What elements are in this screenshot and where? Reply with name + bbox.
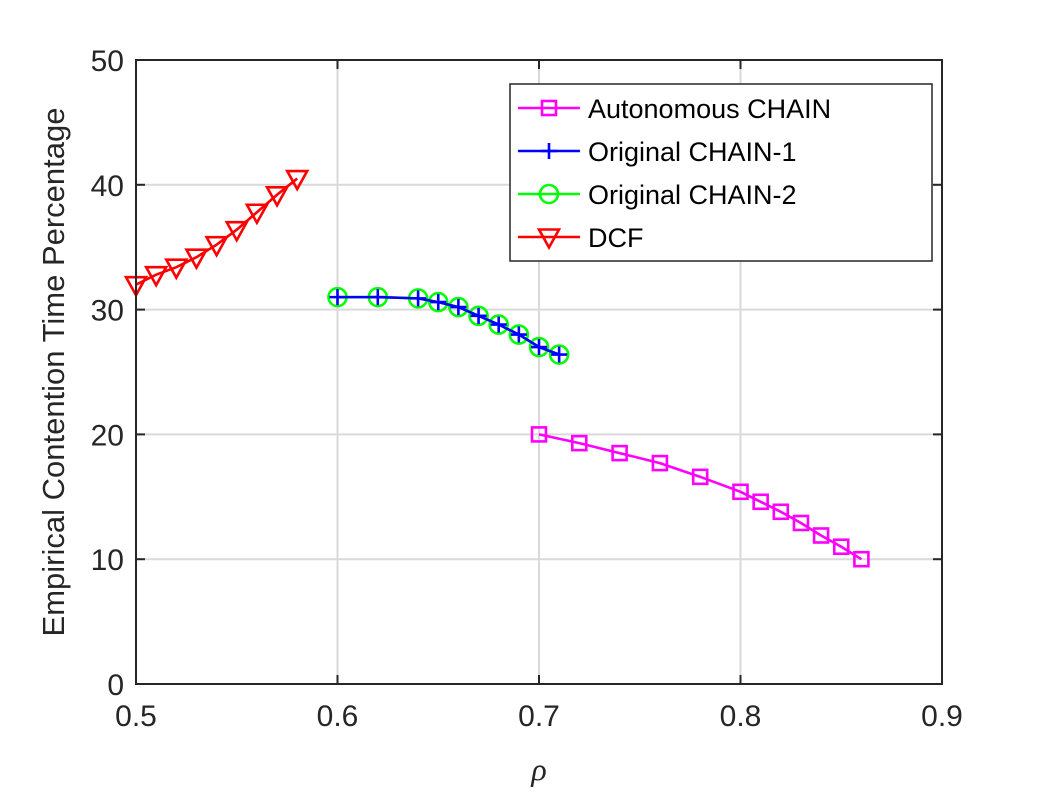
legend-entry: DCF (518, 223, 644, 253)
y-axis-label: Empirical Contention Time Percentage (36, 108, 71, 637)
triangle-marker (536, 228, 562, 251)
y-tick-labels: 0 10 20 30 40 50 (91, 45, 124, 702)
plus-marker (510, 326, 527, 343)
series-dcf (123, 169, 310, 298)
circle-marker (528, 336, 550, 358)
x-tick-label: 0.8 (720, 700, 762, 733)
circle-marker (548, 344, 570, 365)
square-marker (611, 444, 628, 462)
square-marker (752, 493, 769, 511)
legend: Autonomous CHAIN Original CHAIN-1 Original… (509, 83, 933, 262)
square-marker (530, 426, 548, 443)
plus-marker (430, 294, 447, 311)
circle-marker (488, 314, 510, 335)
y-tick-label: 0 (107, 669, 124, 702)
circle-marker (427, 291, 449, 313)
plus-marker (329, 289, 346, 306)
y-tick-label: 30 (91, 295, 124, 328)
circle-marker (538, 183, 560, 205)
square-marker (853, 550, 870, 568)
triangle-marker (264, 185, 290, 208)
triangle-marker (224, 220, 249, 243)
x-tick-label: 0.6 (317, 700, 359, 733)
legend-box (509, 83, 933, 262)
legend-entries: Autonomous CHAIN Original CHAIN-1 Original… (518, 94, 831, 253)
x-tick-labels: 0.5 0.6 0.7 0.8 0.9 (115, 700, 963, 733)
triangle-marker (284, 169, 310, 192)
plus-marker (369, 289, 386, 306)
plus-marker (410, 290, 427, 307)
x-axis-label: ρ (530, 751, 546, 787)
circle-marker (508, 324, 530, 345)
plus-marker (541, 143, 557, 159)
y-tick-label: 10 (91, 544, 124, 577)
triangle-marker (204, 235, 229, 258)
triangle-marker (244, 203, 270, 226)
triangle-marker (143, 265, 169, 288)
legend-entry: Original CHAIN-1 (518, 137, 797, 167)
square-marker (812, 527, 830, 544)
legend-entry: Original CHAIN-2 (518, 180, 797, 210)
square-marker (772, 503, 790, 521)
y-tick-label: 50 (91, 45, 124, 78)
series-autonomous-chain (530, 426, 870, 568)
circle-marker (468, 305, 489, 327)
series-line (337, 295, 560, 356)
square-marker (570, 434, 588, 452)
plus-marker (470, 307, 487, 324)
square-marker (540, 99, 558, 117)
series-layer (123, 169, 870, 568)
triangle-marker (184, 248, 209, 271)
square-marker (691, 468, 709, 486)
plus-marker (490, 316, 507, 333)
square-marker (832, 538, 850, 556)
x-tick-label: 0.5 (115, 700, 157, 733)
x-tick-label: 0.9 (921, 700, 963, 733)
axis-ticks (135, 59, 943, 685)
square-marker (732, 483, 749, 501)
plus-marker (450, 299, 467, 316)
y-tick-label: 20 (91, 419, 124, 452)
x-tick-label: 0.7 (518, 700, 560, 733)
triangle-marker (164, 258, 189, 281)
legend-label: Original CHAIN-1 (588, 137, 797, 167)
legend-label: Original CHAIN-2 (588, 180, 797, 210)
legend-label: Autonomous CHAIN (588, 94, 831, 124)
plus-marker (531, 339, 547, 356)
y-tick-label: 40 (91, 170, 124, 203)
series-original-chain-1 (329, 289, 568, 363)
plus-marker (551, 346, 568, 363)
legend-label: DCF (588, 223, 644, 253)
square-marker (792, 514, 810, 532)
legend-entry: Autonomous CHAIN (518, 94, 831, 124)
square-marker (651, 454, 669, 472)
circle-marker (448, 296, 469, 318)
